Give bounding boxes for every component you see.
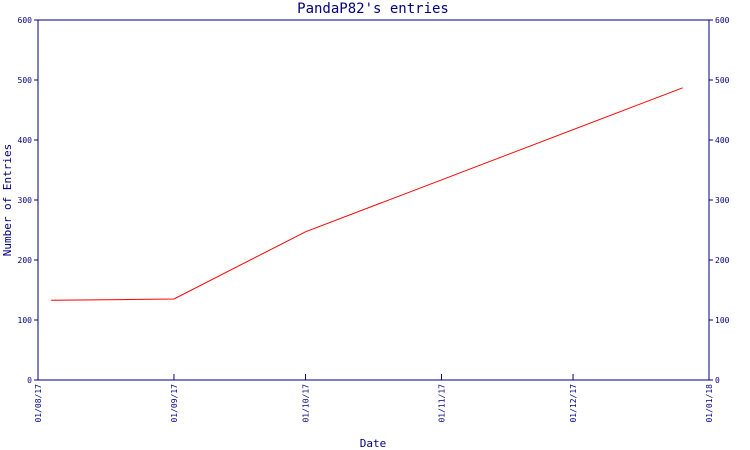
- x-tick-label: 01/10/17: [302, 384, 311, 423]
- y-tick-label: 300: [18, 196, 33, 205]
- x-tick-label: 01/08/17: [34, 384, 43, 423]
- x-axis: 01/08/17 01/09/17 01/10/17 01/11/17 01/12/17…: [34, 374, 714, 423]
- x-tick-label: 01/01/18: [705, 384, 714, 423]
- y-axis-right: 0 100 200 300 400 500 600: [709, 16, 730, 385]
- y-tick-label-right: 200: [715, 256, 730, 265]
- y-tick-label: 600: [18, 16, 33, 25]
- y-tick-label: 500: [18, 76, 33, 85]
- x-tick-label: 01/12/17: [569, 384, 578, 423]
- y-tick-label: 100: [18, 316, 33, 325]
- y-tick-label-right: 600: [715, 16, 730, 25]
- y-axis-left: 0 100 200 300 400 500 600: [18, 16, 38, 385]
- x-tick-label: 01/11/17: [437, 384, 446, 423]
- y-tick-label: 0: [27, 376, 32, 385]
- y-tick-label-right: 400: [715, 136, 730, 145]
- y-tick-label-right: 500: [715, 76, 730, 85]
- x-tick-label: 01/09/17: [170, 384, 179, 423]
- series-line: [51, 87, 683, 301]
- y-tick-label: 200: [18, 256, 33, 265]
- y-axis-label: Number of Entries: [1, 144, 14, 257]
- x-axis-label: Date: [360, 437, 387, 450]
- y-tick-label: 400: [18, 136, 33, 145]
- plot-frame: [37, 19, 710, 381]
- series-layer: [51, 87, 683, 301]
- chart-title: PandaP82's entries: [297, 1, 449, 17]
- y-tick-label-right: 300: [715, 196, 730, 205]
- y-tick-label-right: 100: [715, 316, 730, 325]
- y-tick-label-right: 0: [715, 376, 720, 385]
